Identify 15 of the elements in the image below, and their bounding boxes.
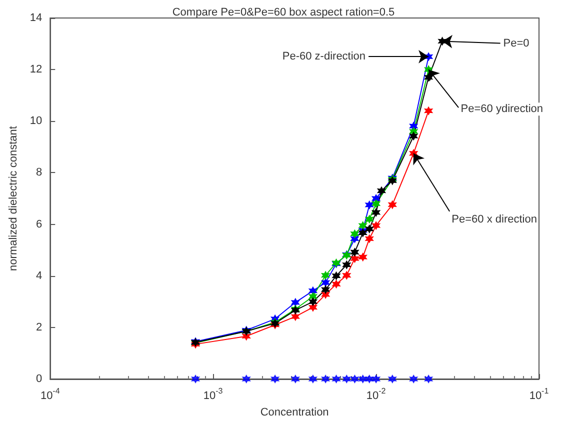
y-tick-label: 0: [36, 373, 42, 385]
annotation: Pe=60 ydirection: [460, 103, 544, 116]
y-tick-label: 6: [36, 218, 42, 230]
y-tick-label: 4: [36, 270, 42, 282]
annotation: Pe=60 x direction: [452, 214, 537, 226]
y-axis-title: normalized dielectric constant: [8, 126, 20, 271]
y-tick-label: 12: [30, 64, 42, 76]
annotation: Pe-60 z-direction: [282, 50, 366, 63]
y-tick-label: 10: [30, 115, 42, 128]
chart-title: Compare Pe=0&Pe=60 box aspect ration=0.5: [172, 6, 395, 18]
x-axis-title: Concentration: [260, 406, 329, 418]
y-tick-label: 8: [36, 166, 42, 179]
y-tick-label: 14: [30, 12, 42, 24]
y-tick-label: 2: [36, 321, 42, 334]
annotation: Pe=0: [503, 37, 530, 50]
